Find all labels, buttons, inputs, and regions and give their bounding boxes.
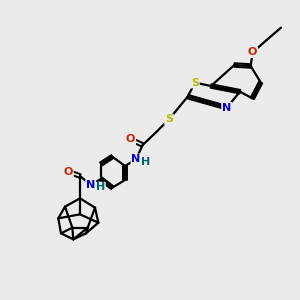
Text: H: H [96,182,105,192]
Text: O: O [126,134,135,144]
Text: S: S [165,114,173,124]
Text: N: N [131,154,141,164]
Text: S: S [191,78,199,88]
Text: H: H [141,157,151,167]
Text: N: N [86,180,95,190]
Text: N: N [222,103,231,113]
Text: O: O [248,47,257,57]
Text: O: O [64,167,73,177]
